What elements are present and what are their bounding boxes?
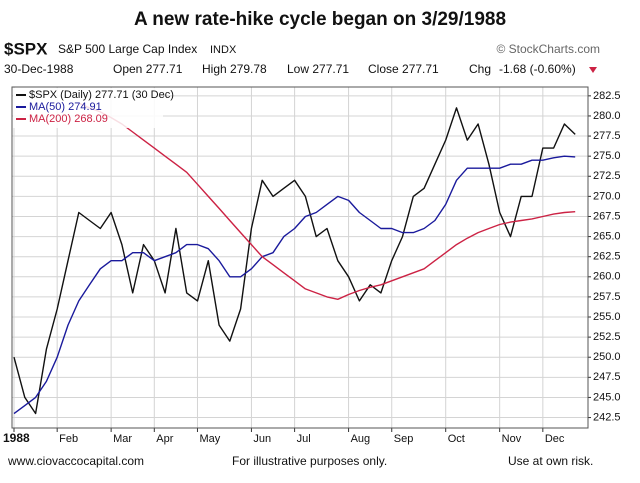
x-tick-label: Aug (351, 433, 371, 445)
legend-box (13, 88, 163, 128)
quote-open: Open 277.71 (113, 62, 183, 76)
quote-chg-value: -1.68 (-0.60%) (499, 62, 576, 76)
y-tick-label: 252.5 (593, 331, 621, 343)
chart-title: A new rate-hike cycle began on 3/29/1988 (134, 9, 506, 30)
x-tick-label: May (199, 433, 220, 445)
series-line (13, 155, 576, 415)
footer-left: www.ciovaccocapital.com (7, 454, 144, 468)
series-line (13, 107, 576, 415)
y-tick-label: 275.0 (593, 150, 621, 162)
source: © StockCharts.com (496, 42, 600, 56)
y-tick-label: 277.5 (593, 130, 621, 142)
y-tick-label: 247.5 (593, 371, 621, 383)
x-tick-label: Oct (448, 433, 465, 445)
legend-label: MA(200) 268.09 (29, 113, 108, 125)
y-tick-label: 265.0 (593, 230, 621, 242)
x-tick-label: Apr (156, 433, 173, 445)
legend-label: MA(50) 274.91 (29, 101, 102, 113)
y-tick-label: 260.0 (593, 271, 621, 283)
quote-high: High 279.78 (202, 62, 267, 76)
symbol: $SPX (4, 39, 48, 58)
x-tick-label: 1988 (3, 431, 30, 445)
y-tick-label: 270.0 (593, 190, 621, 202)
legend-label: $SPX (Daily) 277.71 (30 Dec) (29, 89, 174, 101)
x-tick-label: Dec (545, 433, 565, 445)
x-tick-label: Sep (394, 433, 414, 445)
y-tick-label: 262.5 (593, 251, 621, 263)
y-tick-label: 272.5 (593, 170, 621, 182)
quote-low: Low 277.71 (287, 62, 349, 76)
index-name: S&P 500 Large Cap Index (58, 42, 197, 56)
plot-frame (11, 86, 589, 429)
footer-center: For illustrative purposes only. (232, 454, 387, 468)
quote-close: Close 277.71 (368, 62, 439, 76)
y-tick-label: 267.5 (593, 210, 621, 222)
exchange: INDX (210, 44, 237, 56)
plot-area (12, 87, 588, 428)
footer-right: Use at own risk. (508, 454, 593, 468)
series-line (78, 102, 576, 300)
x-tick-label: Feb (59, 433, 78, 445)
quote-date: 30-Dec-1988 (4, 62, 74, 76)
x-tick-label: Nov (502, 433, 522, 445)
y-tick-label: 282.5 (593, 90, 621, 102)
x-tick-label: Jun (253, 433, 271, 445)
y-tick-label: 242.5 (593, 411, 621, 423)
x-tick-label: Mar (113, 433, 132, 445)
x-tick-label: Jul (297, 433, 311, 445)
y-tick-label: 245.0 (593, 391, 621, 403)
y-tick-label: 255.0 (593, 311, 621, 323)
y-tick-label: 250.0 (593, 351, 621, 363)
y-tick-label: 257.5 (593, 291, 621, 303)
y-tick-label: 280.0 (593, 110, 621, 122)
quote-chg: Chg (469, 62, 491, 76)
down-arrow (589, 67, 597, 73)
